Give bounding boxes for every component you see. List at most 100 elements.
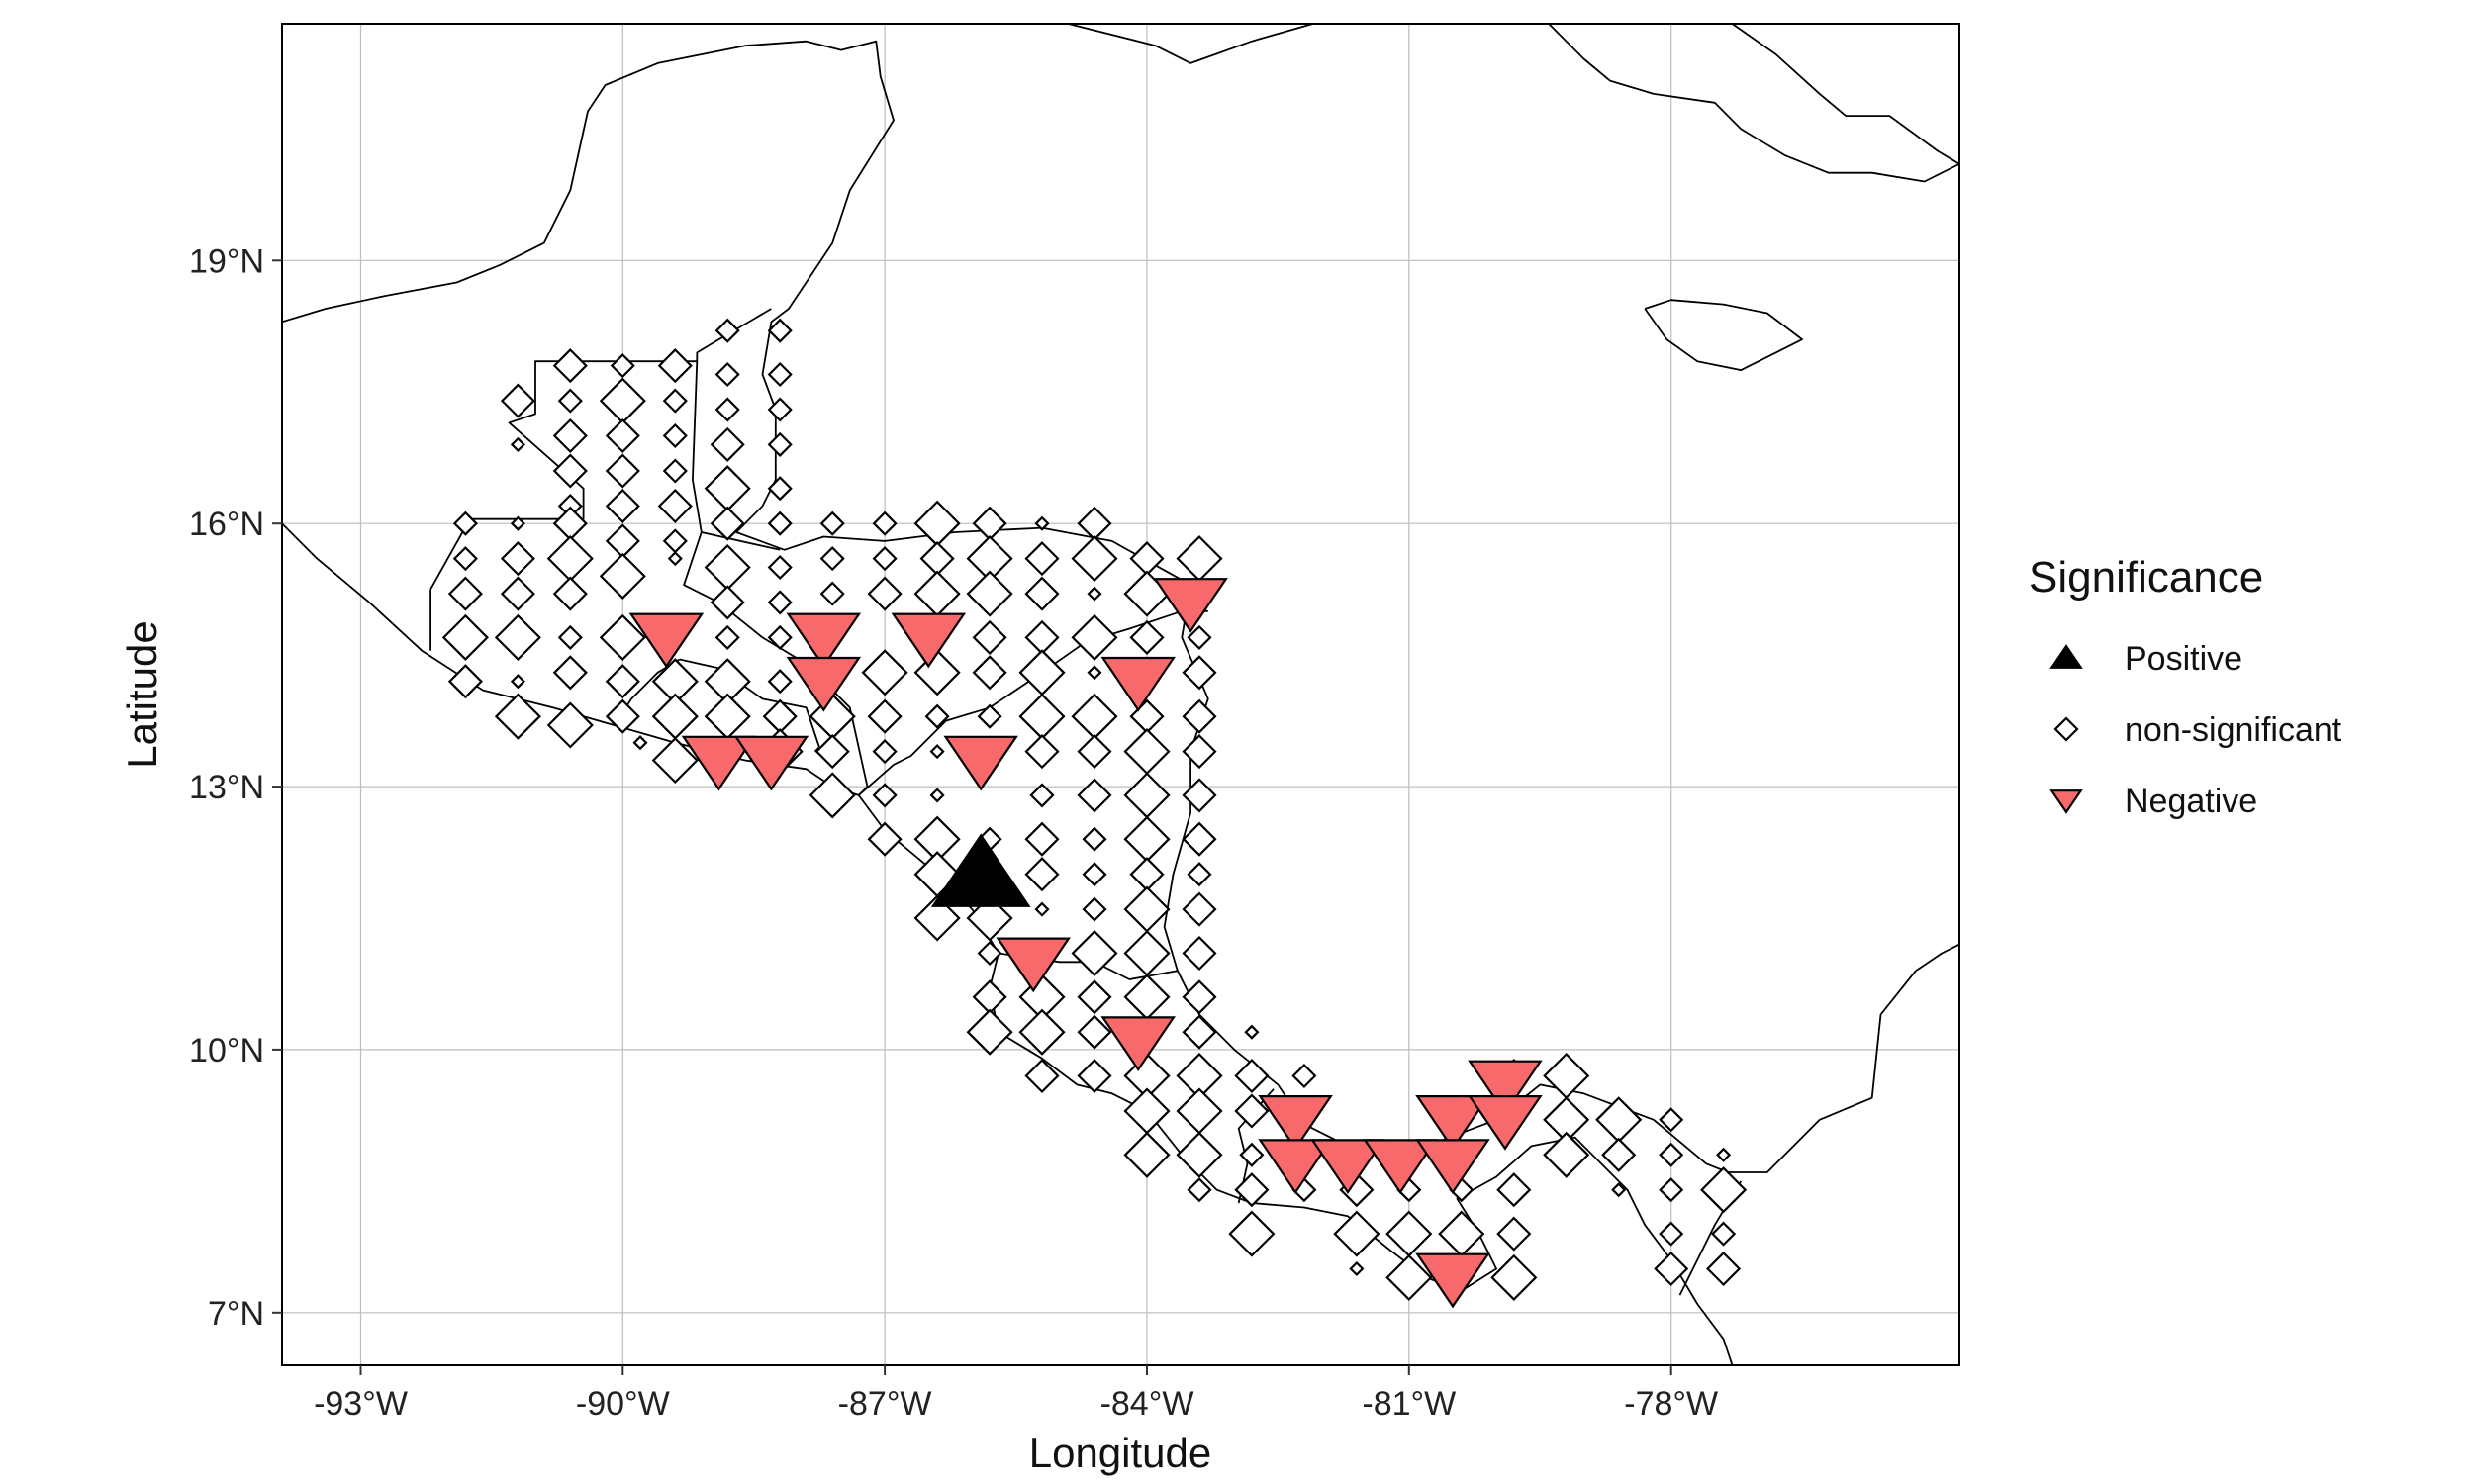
nonsignificant-point [913, 894, 961, 942]
coastline [692, 361, 781, 551]
x-tick-label: -81°W [1362, 1385, 1456, 1423]
nonsignificant-point [929, 744, 945, 760]
nonsignificant-point [552, 576, 588, 611]
nonsignificant-point [1024, 1058, 1060, 1094]
legend-title: Significance [2029, 553, 2263, 602]
y-tick-label: 7°N [208, 1295, 264, 1333]
nonsignificant-point [1071, 929, 1118, 977]
nonsignificant-point [1234, 1093, 1270, 1129]
negative-point [628, 612, 705, 669]
nonsignificant-point [1182, 1014, 1217, 1050]
legend-item: non-significant [2053, 711, 2342, 749]
nonsignificant-point [1659, 1142, 1684, 1167]
nonsignificant-point [966, 570, 1013, 617]
nonsignificant-point [767, 431, 793, 457]
coastline [1548, 24, 1959, 183]
nonsignificant-point [1716, 1147, 1732, 1162]
nonsignificant-point [1234, 1058, 1270, 1094]
nonsignificant-point [929, 788, 945, 803]
nonsignificant-point [977, 940, 1002, 967]
nonsignificant-point [1087, 586, 1102, 602]
nonsignificant-point [500, 576, 535, 611]
nonsignificant-point [872, 510, 898, 536]
nonsignificant-point [710, 426, 745, 462]
nonsignificant-point [1659, 1177, 1684, 1203]
nonsignificant-point [819, 581, 845, 606]
nonsignificant-point [1182, 891, 1217, 927]
nonsignificant-point [977, 703, 1002, 729]
nonsignificant-point [1244, 1024, 1260, 1040]
nonsignificant-point [872, 783, 898, 808]
nonsignificant-point [1654, 1251, 1689, 1287]
nonsignificant-point [767, 397, 793, 422]
nonsignificant-point [767, 554, 793, 581]
x-tick-label: -78°W [1624, 1385, 1718, 1423]
coastline [858, 609, 1208, 796]
nonsignificant-point [714, 624, 740, 650]
y-tick-label: 19°N [189, 242, 264, 280]
nonsignificant-point [966, 1008, 1013, 1056]
nonsignificant-point [972, 619, 1007, 655]
negative-point [1363, 1139, 1438, 1195]
negative-point [733, 735, 809, 791]
x-tick-label: -87°W [838, 1385, 932, 1423]
nonsignificant-point [500, 383, 535, 418]
nonsignificant-point [1333, 1210, 1380, 1257]
legend-items: Positive non-significant Negative [2049, 640, 2342, 820]
nonsignificant-point [557, 388, 583, 414]
nonsignificant-point [714, 397, 740, 422]
legend-diamond-icon [2053, 716, 2079, 742]
nonsignificant-point [1087, 665, 1102, 681]
legend-item: Positive [2049, 640, 2242, 678]
nonsignificant-point [662, 388, 688, 414]
negative-point [1100, 1016, 1176, 1072]
nonsignificant-point [1182, 734, 1217, 770]
legend-label: non-significant [2125, 711, 2342, 749]
coastline [282, 40, 1959, 1173]
nonsignificant-point [819, 510, 845, 536]
nonsignificant-point [1024, 821, 1060, 857]
nonsignificant-point [552, 655, 588, 691]
negative-point [891, 612, 967, 669]
nonsignificant-point [1024, 734, 1060, 770]
nonsignificant-point [1077, 778, 1112, 813]
nonsignificant-point [546, 701, 594, 749]
nonsignificant-point [605, 698, 640, 734]
nonsignificant-point [710, 585, 745, 620]
coastline [429, 308, 772, 591]
nonsignificant-point [1071, 535, 1118, 583]
x-tick-label: -84°W [1100, 1385, 1194, 1423]
nonsignificant-point [662, 422, 688, 449]
nonsignificant-point [710, 506, 745, 541]
positive-point [930, 833, 1031, 907]
nonsignificant-point [500, 541, 535, 577]
nonsignificant-point [1082, 896, 1107, 922]
nonsignificant-point [1182, 698, 1217, 734]
negative-point [1153, 578, 1228, 633]
nonsignificant-point [610, 353, 635, 379]
nonsignificant-point [1034, 515, 1050, 531]
nonsignificant-point [767, 361, 793, 388]
nonsignificant-point [1182, 935, 1217, 972]
nonsignificant-point [1077, 1058, 1112, 1094]
series-negative [628, 578, 1543, 1309]
legend-triangle-up-icon [2049, 644, 2083, 669]
y-tick-label: 13°N [189, 769, 264, 806]
legend-label: Positive [2125, 640, 2242, 678]
coastline [679, 658, 820, 753]
legend-item: Negative [2049, 783, 2257, 820]
nonsignificant-point [599, 552, 646, 600]
nonsignificant-point [814, 734, 850, 770]
coastline [683, 531, 869, 796]
nonsignificant-point [867, 698, 903, 734]
nonsignificant-point [1187, 862, 1212, 887]
nonsignificant-point [1024, 857, 1060, 892]
series-non-significant [441, 318, 1748, 1301]
y-axis-ticks: 7°N 10°N 13°N 16°N 19°N [189, 242, 282, 1333]
nonsignificant-point [1077, 1014, 1112, 1050]
nonsignificant-point [1123, 1131, 1171, 1178]
nonsignificant-point [1659, 1107, 1684, 1133]
nonsignificant-point [494, 693, 541, 740]
y-tick-label: 16°N [189, 506, 264, 543]
nonsignificant-point [819, 546, 845, 572]
